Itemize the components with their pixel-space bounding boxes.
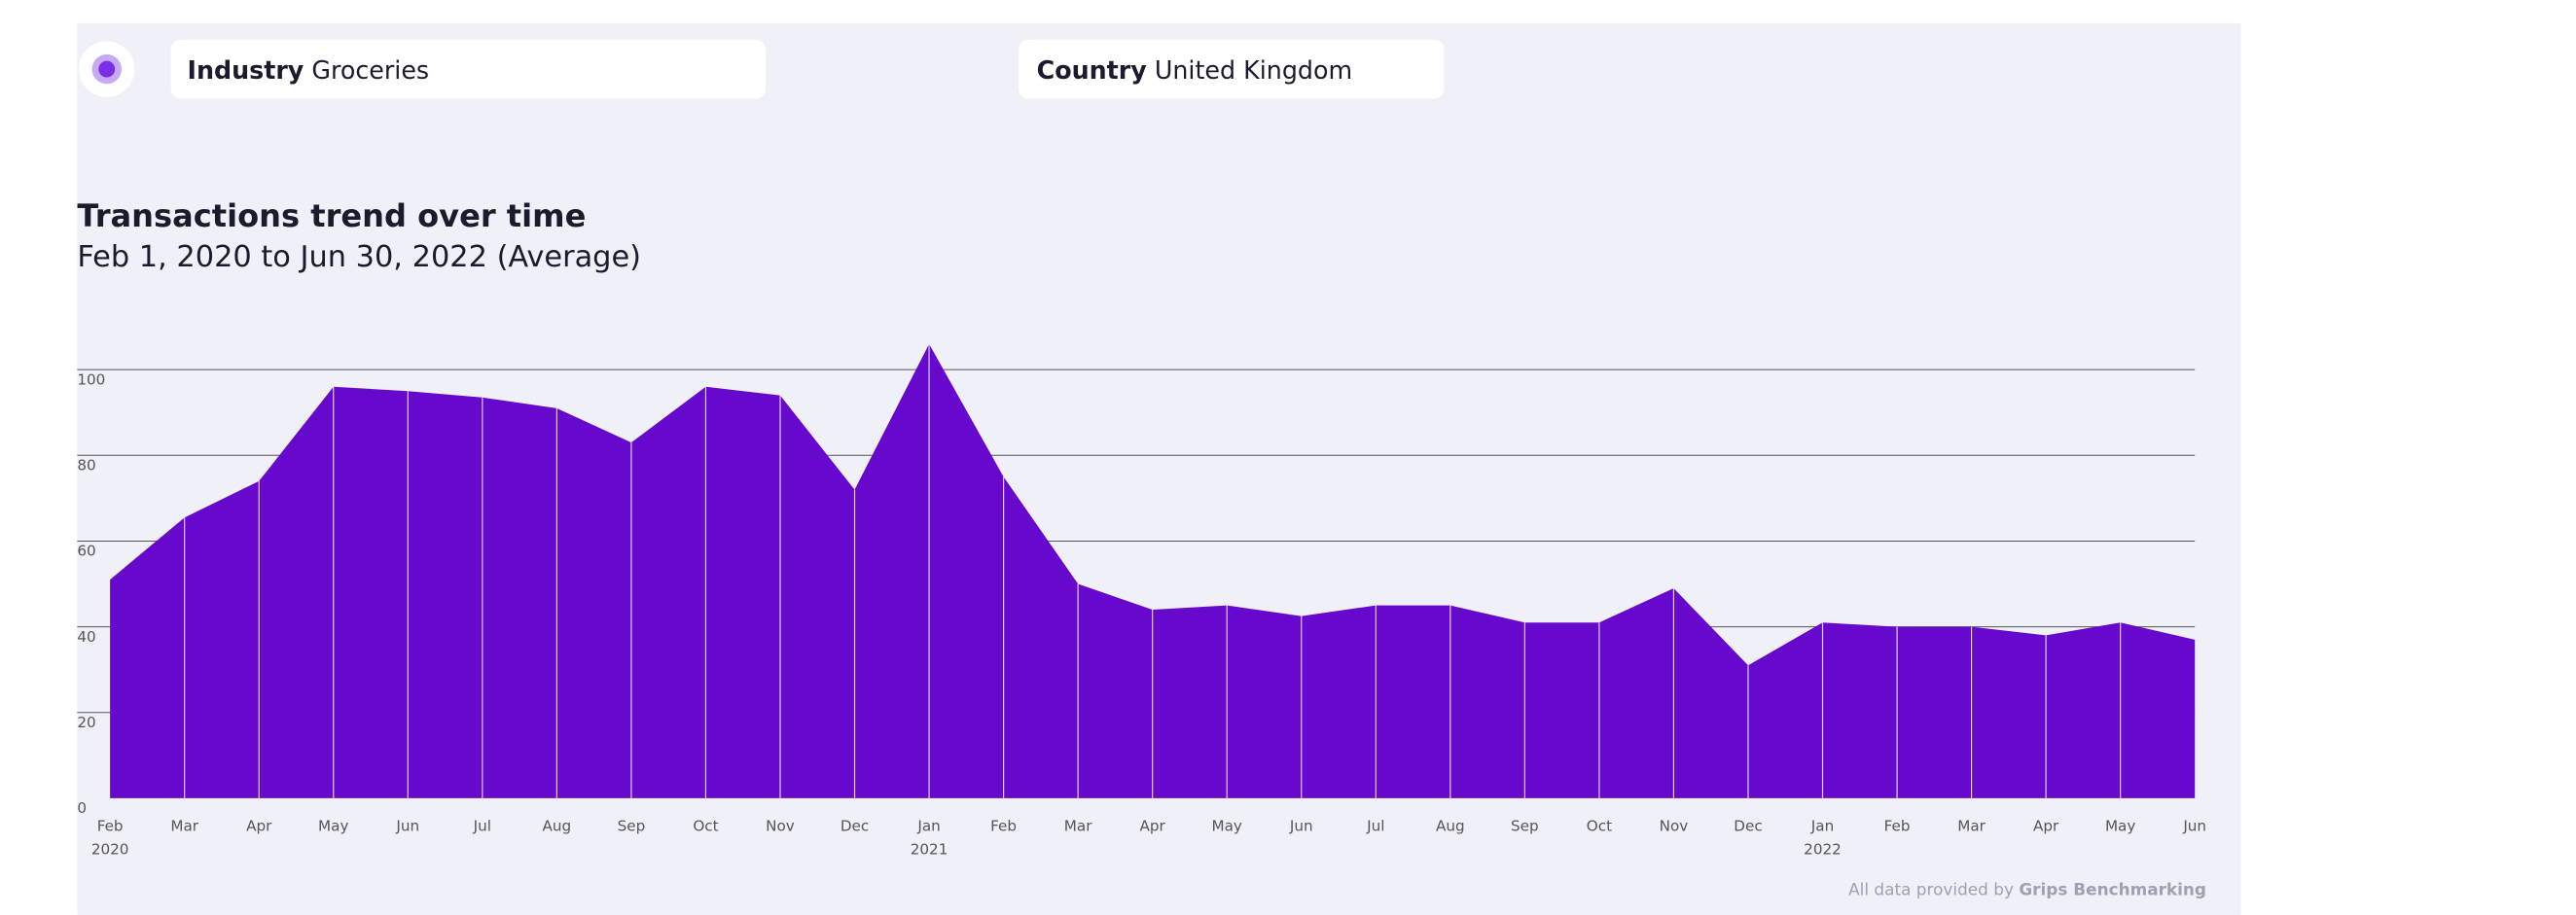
x-tick-label: Mar bbox=[170, 818, 198, 835]
x-tick-label: Jul bbox=[1366, 818, 1384, 835]
filter-value: United Kingdom bbox=[1155, 55, 1352, 85]
x-tick-label: Mar bbox=[1064, 818, 1092, 835]
x-tick-label: Oct bbox=[693, 818, 718, 835]
footer-text: All data provided by bbox=[1848, 880, 2014, 899]
x-tick-label: Apr bbox=[1140, 818, 1166, 835]
x-tick-label: Sep bbox=[1511, 818, 1539, 835]
x-tick-label: Oct bbox=[1587, 818, 1612, 835]
chart-subtitle: Feb 1, 2020 to Jun 30, 2022 (Average) bbox=[77, 240, 641, 274]
x-tick-label: Mar bbox=[1957, 818, 1986, 835]
x-tick-label: Jun bbox=[1289, 818, 1313, 835]
x-tick-label: Nov bbox=[766, 818, 795, 835]
x-tick-label: Jan bbox=[1810, 818, 1834, 835]
x-tick-label: Feb bbox=[1884, 818, 1911, 835]
y-tick-label: 80 bbox=[77, 457, 95, 475]
filter-text[interactable]: Country United Kingdom bbox=[1037, 55, 1353, 85]
y-tick-label: 100 bbox=[77, 370, 105, 388]
x-tick-label: Nov bbox=[1660, 818, 1689, 835]
x-tick-label: Apr bbox=[2033, 818, 2059, 835]
filter-box[interactable] bbox=[1019, 39, 1445, 99]
x-tick-label: Jun bbox=[2182, 818, 2206, 835]
x-tick-label: Jul bbox=[473, 818, 491, 835]
x-year-label: 2022 bbox=[1804, 840, 1842, 858]
y-tick-label: 60 bbox=[77, 543, 95, 560]
y-tick-label: 40 bbox=[77, 628, 95, 646]
footer: All data provided by Grips Benchmarking bbox=[1848, 880, 2206, 899]
plot: 0 20 40 60 80 100 Feb 2020 Mar Apr May Jun Jul Aug Sep… bbox=[77, 343, 2206, 858]
x-tick-label: Jun bbox=[395, 818, 419, 835]
x-tick-label: Apr bbox=[246, 818, 272, 835]
x-tick-label: Feb bbox=[990, 818, 1017, 835]
filter-box[interactable] bbox=[170, 39, 766, 99]
x-tick-label: Dec bbox=[841, 818, 869, 835]
x-tick-label: Dec bbox=[1734, 818, 1762, 835]
logo bbox=[79, 41, 135, 97]
chart-title: Transactions trend over time bbox=[77, 197, 586, 234]
filter-label: Industry bbox=[188, 55, 304, 85]
x-tick-label: May bbox=[318, 818, 348, 835]
footer-source: Grips Benchmarking bbox=[2019, 880, 2206, 899]
x-tick-label: Aug bbox=[1436, 818, 1465, 835]
y-tick-label: 20 bbox=[77, 714, 95, 731]
x-tick-label: Sep bbox=[618, 818, 646, 835]
x-year-label: 2020 bbox=[91, 840, 129, 858]
y-tick-label: 0 bbox=[77, 799, 87, 817]
filter-label: Country bbox=[1037, 55, 1148, 85]
filter-value: Groceries bbox=[311, 55, 429, 85]
x-tick-label: May bbox=[1212, 818, 1242, 835]
x-tick-label: Feb bbox=[97, 818, 124, 835]
x-tick-label: Aug bbox=[543, 818, 572, 835]
x-tick-label: May bbox=[2105, 818, 2135, 835]
x-tick-label: Jan bbox=[916, 818, 940, 835]
x-year-label: 2021 bbox=[911, 840, 948, 858]
filter-text[interactable]: Industry Groceries bbox=[188, 55, 430, 85]
